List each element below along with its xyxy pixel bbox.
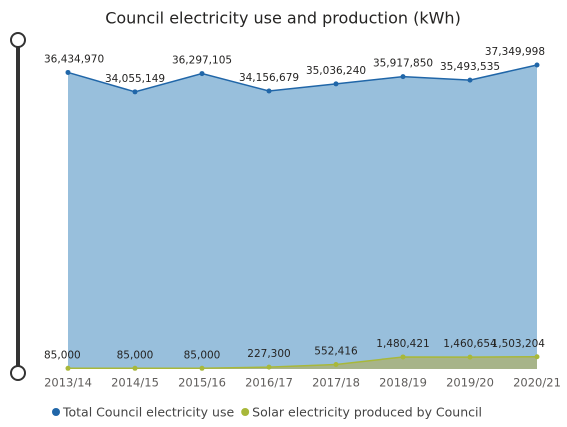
area [68,356,537,369]
legend-label: Solar electricity produced by Council [252,405,482,420]
legend-label: Total Council electricity use [62,405,234,420]
data-label: 37,349,998 [485,46,545,58]
data-label: 35,917,850 [373,58,433,70]
point [266,364,272,370]
line [68,356,538,370]
x-tick-label: 2018/19 [379,376,427,390]
x-tick-label: 2019/20 [446,376,494,390]
data-label: 36,434,970 [44,53,104,65]
legend-marker [52,408,60,416]
data-label: 85,000 [117,349,154,361]
point [65,365,71,371]
point [132,365,138,371]
x-tick-label: 2016/17 [245,376,293,390]
point [534,62,540,68]
point [534,354,540,360]
point [199,365,205,371]
x-tick-label: 2015/16 [178,376,226,390]
data-label: 552,416 [314,346,358,358]
point [333,81,339,87]
legend-marker [241,408,250,416]
area [68,65,537,369]
x-tick-label: 2020/21 [513,376,561,390]
x-tick-label: 2017/18 [312,376,360,390]
data-label: 34,055,149 [105,73,165,85]
point [65,69,71,75]
data-label: 85,000 [44,349,81,361]
data-label: 227,300 [247,348,290,360]
x-tick-label: 2014/15 [111,376,159,390]
point [400,74,406,80]
range-slider[interactable] [10,32,26,381]
point [132,89,138,95]
point [467,354,473,360]
point [266,88,272,94]
data-label: 36,297,105 [172,55,232,67]
slider-handle[interactable] [10,32,26,48]
point [400,354,406,360]
x-tick-label: 2013/14 [44,376,92,390]
point [467,77,473,83]
data-label: 1,460,654 [443,338,497,350]
data-label: 85,000 [184,349,221,361]
data-label: 35,036,240 [306,65,366,77]
data-label: 1,503,204 [492,338,546,350]
data-label: 35,493,535 [440,61,500,73]
slider-handle[interactable] [10,365,26,381]
chart-title: Council electricity use and production (… [105,9,461,28]
data-label: 34,156,679 [239,72,299,84]
line [67,64,538,93]
data-label: 1,480,421 [376,338,429,350]
point [199,71,205,77]
point [333,362,339,368]
